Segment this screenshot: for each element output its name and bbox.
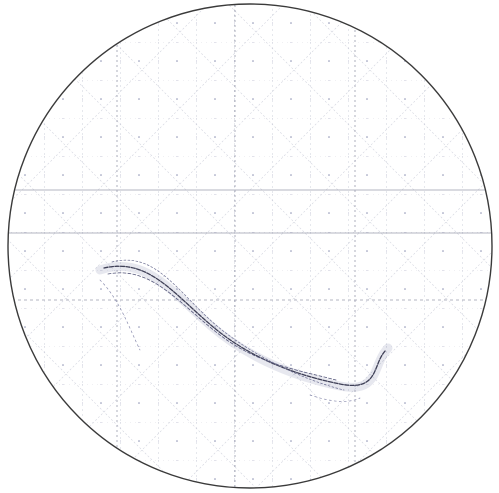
grid: [0, 0, 499, 493]
vector-field-view: [0, 0, 499, 493]
field: [0, 0, 499, 493]
page: [0, 0, 499, 493]
